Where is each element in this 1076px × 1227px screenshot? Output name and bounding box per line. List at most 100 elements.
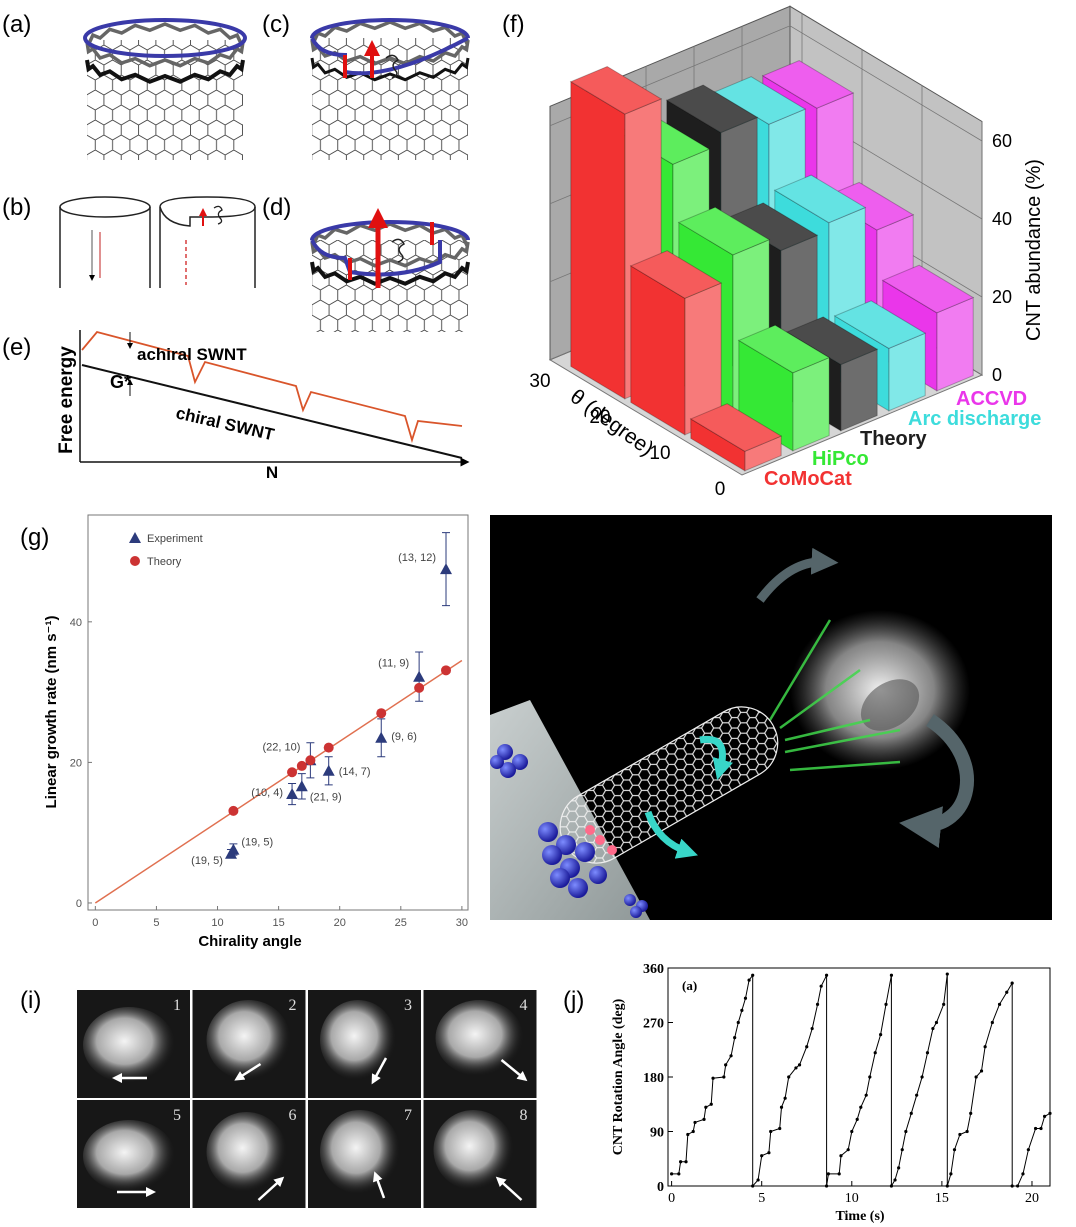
- data-point: [684, 1160, 687, 1163]
- data-point: [324, 743, 334, 753]
- panel-label: (f): [502, 11, 525, 38]
- legend-label: Theory: [860, 428, 928, 450]
- panel-label: (g): [20, 524, 49, 551]
- data-point: [969, 1112, 972, 1115]
- data-point: [805, 1045, 808, 1048]
- data-point: [942, 1003, 945, 1006]
- panel-label: (a): [2, 11, 31, 38]
- data-point: [722, 1075, 725, 1078]
- point-label: (22, 10): [262, 741, 300, 753]
- bar-front: [571, 82, 625, 399]
- data-point: [778, 1127, 781, 1130]
- inset-label: (a): [682, 978, 697, 993]
- x-tick-label: 30: [456, 917, 468, 929]
- x-tick-label: 0: [715, 479, 726, 500]
- axis-label: CNT Rotation Angle (deg): [611, 998, 626, 1155]
- data-point: [884, 1003, 887, 1006]
- fluorescent-spot: [83, 1120, 175, 1192]
- panel-label: (c): [262, 11, 290, 38]
- axis-label: Free energy: [56, 346, 77, 454]
- data-point: [953, 1148, 956, 1151]
- fluorescent-spot: [434, 1110, 514, 1190]
- frame-number: 3: [404, 997, 412, 1014]
- data-point: [787, 1075, 790, 1078]
- data-point: [839, 1154, 842, 1157]
- frame-number: 4: [520, 997, 528, 1014]
- legend-label: Arc discharge: [908, 408, 1041, 430]
- page: achiral SWNT G* chiral SWNT Free energy …: [0, 0, 1076, 1227]
- frame-number: 1: [173, 997, 181, 1014]
- data-point: [767, 1151, 770, 1154]
- data-point: [798, 1063, 801, 1066]
- point-label: (21, 9): [310, 791, 342, 803]
- data-point: [1043, 1115, 1046, 1118]
- data-point: [679, 1160, 682, 1163]
- x-tick-label: 25: [395, 917, 407, 929]
- point-label: (14, 7): [339, 766, 371, 778]
- data-point: [897, 1166, 900, 1169]
- frame-number: 7: [404, 1107, 412, 1124]
- y-tick-label: 90: [650, 1126, 664, 1141]
- data-point: [904, 1130, 907, 1133]
- y-tick-label: 0: [657, 1180, 664, 1195]
- data-point: [710, 1103, 713, 1106]
- fluorescent-spot: [320, 1000, 396, 1080]
- curve-label: achiral SWNT: [137, 345, 247, 364]
- data-point: [287, 767, 297, 777]
- data-point: [980, 1069, 983, 1072]
- data-point: [130, 556, 140, 566]
- axis-label: Chirality angle: [198, 933, 301, 950]
- data-point: [827, 1172, 830, 1175]
- legend-label: CoMoCat: [764, 468, 852, 490]
- data-point: [784, 1097, 787, 1100]
- z-tick-label: 40: [992, 209, 1012, 229]
- fluorescent-spot: [320, 1110, 400, 1194]
- z-tick-label: 60: [992, 131, 1012, 151]
- bar: [631, 251, 721, 435]
- data-point: [794, 1066, 797, 1069]
- axis-label: Time (s): [835, 1209, 884, 1224]
- panel-label: (d): [262, 194, 291, 221]
- data-point: [692, 1130, 695, 1133]
- x-tick-label: 0: [92, 917, 98, 929]
- legend-label: HiPco: [812, 448, 869, 470]
- legend-label: Theory: [147, 556, 182, 568]
- data-point: [704, 1106, 707, 1109]
- x-tick-label: 5: [758, 1191, 765, 1206]
- legend-label: ACCVD: [956, 388, 1027, 410]
- data-point: [1016, 1184, 1019, 1187]
- data-point: [724, 1063, 727, 1066]
- y-tick-label: 360: [643, 962, 664, 977]
- bar-side: [937, 298, 973, 391]
- data-point: [931, 1027, 934, 1030]
- x-tick-label: 20: [334, 917, 346, 929]
- x-tick-label: 10: [845, 1191, 859, 1206]
- data-point: [984, 1045, 987, 1048]
- data-point: [868, 1075, 871, 1078]
- data-point: [825, 1184, 828, 1187]
- data-point: [915, 1094, 918, 1097]
- data-point: [228, 806, 238, 816]
- data-point: [816, 1003, 819, 1006]
- data-point: [865, 1094, 868, 1097]
- panel-label: (b): [2, 194, 31, 221]
- point-label: (9, 6): [391, 731, 417, 743]
- data-point: [1011, 1184, 1014, 1187]
- data-point: [901, 1148, 904, 1151]
- data-point: [414, 683, 424, 693]
- x-tick-label: 20: [1025, 1191, 1039, 1206]
- data-point: [1027, 1148, 1030, 1151]
- data-point: [740, 1009, 743, 1012]
- data-point: [1005, 991, 1008, 994]
- data-point: [975, 1075, 978, 1078]
- frame-number: 6: [289, 1107, 297, 1124]
- data-point: [1021, 1172, 1024, 1175]
- x-tick-label: 5: [153, 917, 159, 929]
- data-point: [847, 1148, 850, 1151]
- data-point: [1034, 1127, 1037, 1130]
- x-tick-label: 15: [272, 917, 284, 929]
- data-point: [702, 1118, 705, 1121]
- panel-label: (i): [20, 987, 41, 1014]
- data-point: [693, 1121, 696, 1124]
- y-tick-label: 40: [70, 617, 82, 629]
